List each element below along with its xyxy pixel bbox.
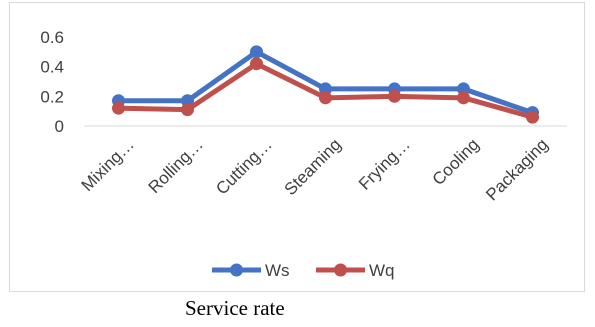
x-tick-label: Rolling… (145, 135, 207, 197)
legend: Ws Wq (212, 261, 395, 280)
series-layer (112, 45, 539, 124)
data-point-wq (250, 57, 263, 71)
x-tick-label: Cooling (429, 135, 483, 189)
x-tick-label: Packaging (482, 135, 552, 205)
legend-label-ws: Ws (265, 261, 290, 280)
data-point-wq (112, 101, 125, 115)
x-tick-label: Steaming (281, 135, 345, 199)
y-tick-label: 0.2 (40, 87, 64, 106)
x-tick-label: Frying… (355, 135, 414, 194)
x-tick-label: Cutting… (212, 135, 276, 199)
data-point-ws (181, 94, 194, 108)
chart-caption: Service rate (185, 296, 285, 320)
data-point-wq (388, 89, 401, 103)
y-axis-ticks: 0 0.2 0.4 0.6 (40, 28, 64, 136)
x-tick-label: Mixing… (78, 135, 138, 195)
chart-frame (9, 2, 585, 292)
y-tick-label: 0 (55, 117, 64, 136)
legend-marker-ws (230, 263, 243, 277)
data-point-ws (319, 82, 332, 96)
legend-marker-wq (334, 263, 347, 277)
y-tick-label: 0.4 (40, 58, 64, 77)
legend-label-wq: Wq (369, 261, 395, 280)
data-point-ws (457, 82, 470, 96)
data-point-wq (181, 103, 194, 117)
y-tick-label: 0.6 (40, 28, 64, 47)
x-axis-ticks: Mixing… Rolling… Cutting… Steaming Frying… Co… (78, 135, 552, 205)
data-point-wq (457, 91, 470, 105)
data-point-ws (250, 45, 263, 59)
data-point-wq (526, 110, 539, 124)
data-point-wq (319, 91, 332, 105)
